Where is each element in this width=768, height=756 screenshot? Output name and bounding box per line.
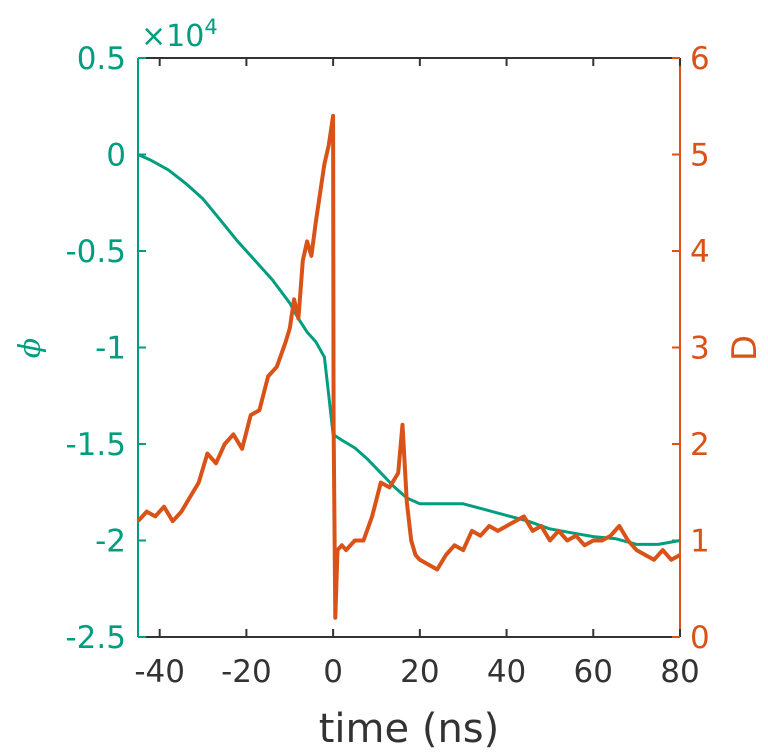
left-y-ticks: 0.5 0 -0.5 -1 -1.5 -2 -2.5 bbox=[66, 41, 146, 656]
phi-series-line bbox=[137, 153, 681, 546]
right-y-ticks: 6 5 4 3 2 1 0 bbox=[672, 41, 710, 656]
x-tick-label: 60 bbox=[574, 654, 613, 690]
left-y-tick-label: 0 bbox=[106, 138, 126, 174]
exponent-prefix: ×10 bbox=[141, 19, 204, 54]
d-series-line bbox=[136, 113, 681, 620]
right-y-tick-label: 0 bbox=[690, 620, 710, 656]
left-axis-exponent-label: ×104 bbox=[141, 15, 218, 54]
left-y-tick-label: 0.5 bbox=[77, 41, 126, 77]
x-tick-label: -20 bbox=[221, 654, 272, 690]
x-tick-label: 20 bbox=[400, 654, 439, 690]
plot-area bbox=[137, 57, 681, 638]
left-y-tick-label: -0.5 bbox=[66, 234, 127, 270]
x-ticks: -40 -20 0 20 40 60 80 bbox=[134, 58, 700, 690]
x-tick-label: 40 bbox=[487, 654, 526, 690]
left-y-axis-title: ϕ bbox=[13, 338, 48, 358]
x-axis-title: time (ns) bbox=[319, 706, 500, 752]
right-y-tick-label: 3 bbox=[690, 331, 710, 367]
right-y-tick-label: 2 bbox=[690, 427, 710, 463]
x-tick-label: -40 bbox=[134, 654, 185, 690]
exponent-power: 4 bbox=[204, 15, 217, 39]
series-layer bbox=[136, 113, 681, 620]
right-y-tick-label: 1 bbox=[690, 524, 710, 560]
left-y-tick-label: -1 bbox=[95, 331, 126, 367]
right-y-tick-label: 5 bbox=[690, 138, 710, 174]
right-y-axis-title: D bbox=[725, 335, 765, 361]
x-tick-label: 0 bbox=[323, 654, 343, 690]
x-tick-label: 80 bbox=[660, 654, 699, 690]
right-y-tick-label: 4 bbox=[690, 234, 710, 270]
left-y-tick-label: -1.5 bbox=[66, 427, 127, 463]
left-y-tick-label: -2.5 bbox=[66, 620, 127, 656]
right-y-tick-label: 6 bbox=[690, 41, 710, 77]
left-y-tick-label: -2 bbox=[95, 524, 126, 560]
